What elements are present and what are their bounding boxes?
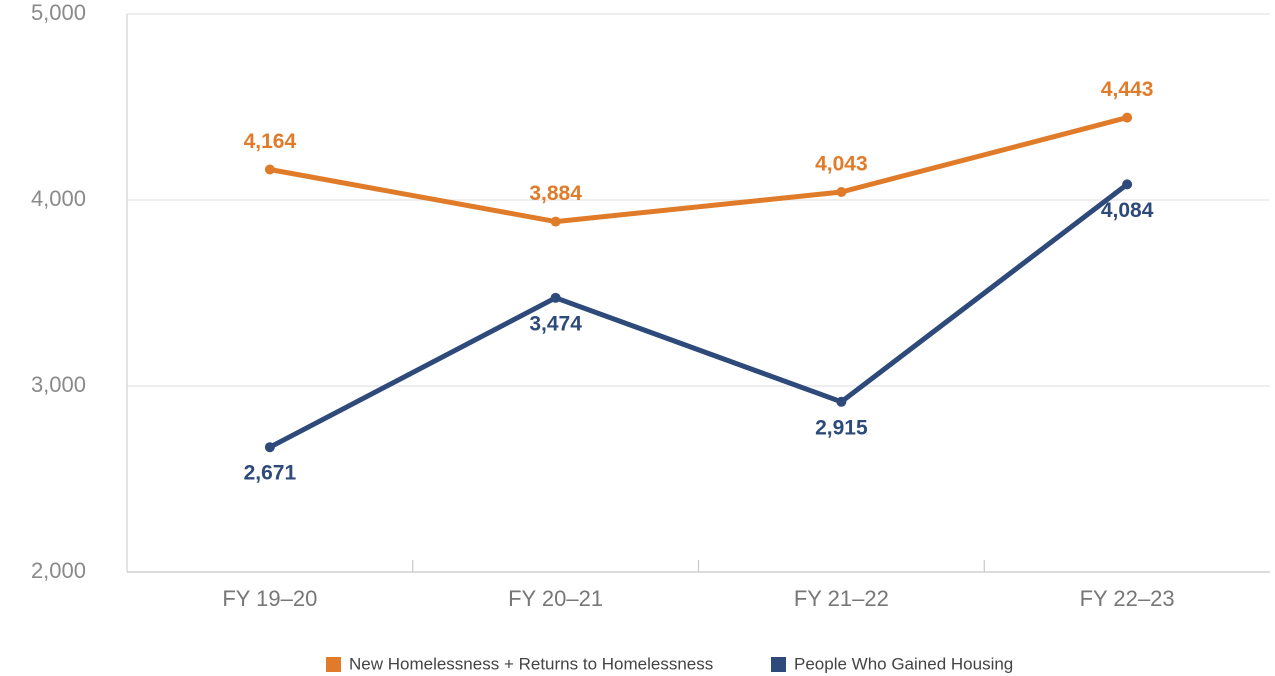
y-tick-label: 5,000 (31, 0, 86, 25)
data-point (264, 164, 275, 175)
data-label: 3,474 (529, 312, 582, 335)
data-label: 2,915 (815, 416, 868, 439)
legend-label: People Who Gained Housing (794, 654, 1013, 673)
data-point (836, 396, 847, 407)
data-label: 3,884 (529, 182, 582, 205)
data-point (836, 187, 847, 198)
data-point (264, 442, 275, 453)
data-label: 4,164 (244, 130, 297, 153)
data-label: 4,443 (1101, 78, 1154, 101)
x-tick-label: FY 22–23 (1080, 586, 1175, 611)
data-point (550, 292, 561, 303)
data-label: 2,671 (244, 462, 297, 485)
x-tick-label: FY 20–21 (508, 586, 603, 611)
x-tick-label: FY 21–22 (794, 586, 889, 611)
data-point (1122, 112, 1133, 123)
data-label: 4,043 (815, 153, 868, 176)
x-tick-label: FY 19–20 (222, 586, 317, 611)
series-line (268, 182, 1129, 450)
legend-label: New Homelessness + Returns to Homelessne… (349, 654, 713, 673)
y-tick-label: 2,000 (31, 558, 86, 583)
y-tick-label: 4,000 (31, 186, 86, 211)
data-point (1122, 179, 1133, 190)
legend-swatch (771, 657, 786, 672)
series-line (269, 115, 1128, 225)
y-tick-label: 3,000 (31, 372, 86, 397)
data-label: 4,084 (1101, 199, 1154, 222)
legend-swatch (326, 657, 341, 672)
data-point (550, 216, 561, 227)
